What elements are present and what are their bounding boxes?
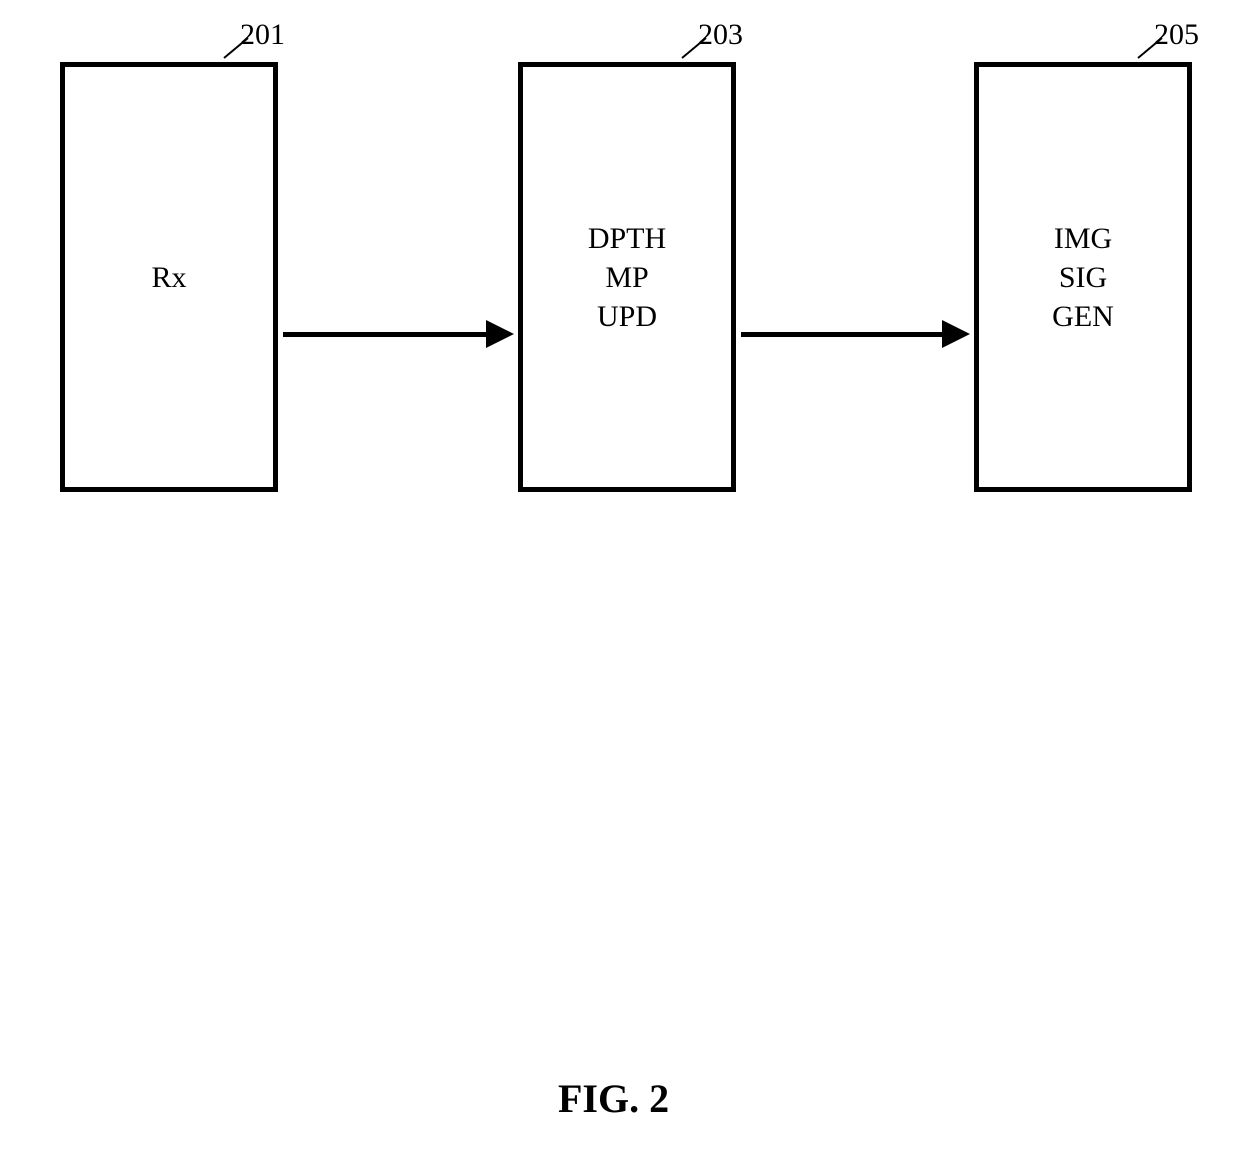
block-rx: Rx (60, 62, 278, 492)
arrow-1-line (283, 332, 488, 337)
block-img-label: IMG SIG GEN (1052, 219, 1114, 336)
arrow-2-line (741, 332, 944, 337)
block-rx-label: Rx (151, 258, 186, 297)
block-img-sig-gen: IMG SIG GEN (974, 62, 1192, 492)
block-dpth-mp-upd: DPTH MP UPD (518, 62, 736, 492)
block-diagram: Rx 201 DPTH MP UPD 203 IMG SIG GEN 205 F… (0, 0, 1240, 1176)
block-dpth-label: DPTH MP UPD (588, 219, 666, 336)
ref-number-201: 201 (240, 18, 285, 52)
ref-number-205: 205 (1154, 18, 1199, 52)
arrow-1-head (486, 320, 514, 348)
ref-number-203: 203 (698, 18, 743, 52)
arrow-2-head (942, 320, 970, 348)
figure-caption: FIG. 2 (558, 1075, 669, 1122)
